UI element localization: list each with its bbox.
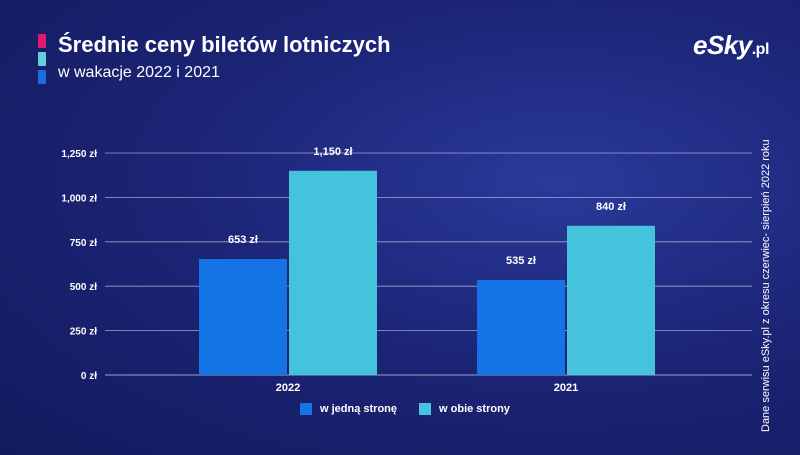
- legend: w jedną stronę w obie strony: [300, 403, 510, 415]
- accent-bar-blue: [38, 70, 46, 84]
- legend-item-series-2: w obie strony: [419, 403, 510, 415]
- y-tick-label: 750 zł: [70, 238, 97, 249]
- data-label-2022-series-2: 1,150 zł: [313, 146, 352, 158]
- y-tick-label: 1,250 zł: [61, 149, 97, 160]
- data-label-2021-series-1: 535 zł: [506, 255, 536, 267]
- bar-2022-series-2: [289, 170, 377, 375]
- accent-bar-pink: [38, 34, 46, 48]
- y-tick-label: 500 zł: [70, 282, 97, 293]
- esky-logo: eSky.pl: [693, 30, 769, 61]
- logo-suffix: .pl: [751, 41, 770, 58]
- legend-label-series-1: w jedną stronę: [320, 403, 398, 415]
- bar-2021-series-1: [477, 279, 565, 375]
- bar-2021-series-2: [567, 225, 655, 375]
- bars-layer: [199, 170, 655, 375]
- x-category-label: 2021: [554, 382, 578, 394]
- data-label-2022-series-1: 653 zł: [228, 234, 258, 246]
- x-category-label: 2022: [276, 382, 300, 394]
- legend-label-series-2: w obie strony: [439, 403, 510, 415]
- chart-subtitle: w wakacje 2022 i 2021: [58, 64, 220, 81]
- y-tick-label: 1,000 zł: [61, 193, 97, 204]
- bar-2022-series-1: [199, 259, 287, 375]
- data-label-2021-series-2: 840 zł: [596, 201, 626, 213]
- chart-title: Średnie ceny biletów lotniczych: [58, 32, 391, 57]
- legend-item-series-1: w jedną stronę: [300, 403, 397, 415]
- accent-bar-cyan: [38, 52, 46, 66]
- y-tick-label: 0 zł: [81, 371, 97, 382]
- logo-brand: eSky: [693, 30, 752, 60]
- legend-swatch-series-2: [419, 403, 432, 415]
- legend-swatch-series-1: [300, 403, 312, 415]
- labels-layer: 0 zł 250 zł 500 zł 750 zł 1,000 zł 1,250 zł 65…: [61, 146, 626, 394]
- y-tick-label: 250 zł: [70, 327, 97, 338]
